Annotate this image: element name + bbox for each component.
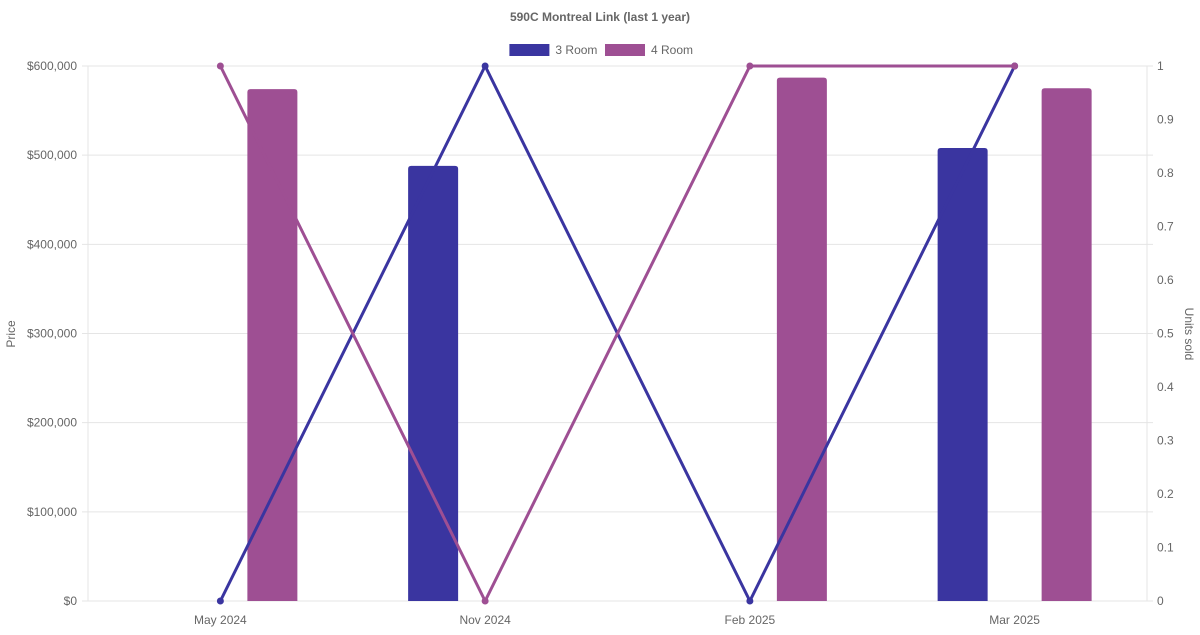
y-left-tick-label: $0 (64, 594, 78, 608)
y-right-tick-label: 0.2 (1157, 487, 1174, 501)
y-left-tick-label: $400,000 (27, 237, 77, 251)
legend-label: 4 Room (651, 43, 693, 57)
y-left-tick-label: $300,000 (27, 327, 77, 341)
bar-4-room (1041, 88, 1092, 601)
point-3-room (481, 62, 489, 70)
y-right-tick-label: 0 (1157, 594, 1164, 608)
point-4-room (481, 597, 489, 605)
bar-4-room (776, 77, 827, 601)
point-4-room (216, 62, 224, 70)
x-tick-label: Mar 2025 (989, 613, 1040, 627)
x-tick-label: Nov 2024 (459, 613, 511, 627)
y-right-tick-label: 0.3 (1157, 434, 1174, 448)
bar-3-room (937, 148, 988, 602)
y-right-axis-title: Units sold (1182, 308, 1196, 361)
y-right-tick-label: 0.1 (1157, 541, 1174, 555)
y-right-tick-label: 0.5 (1157, 327, 1174, 341)
y-left-tick-label: $200,000 (27, 416, 77, 430)
point-4-room (1011, 62, 1019, 70)
point-4-room (746, 62, 754, 70)
y-left-tick-label: $500,000 (27, 148, 77, 162)
bar-4-room (247, 89, 298, 601)
x-tick-label: May 2024 (194, 613, 247, 627)
legend-swatch (605, 44, 645, 56)
y-right-tick-label: 0.9 (1157, 113, 1174, 127)
chart-title: 590C Montreal Link (last 1 year) (510, 10, 690, 24)
y-left-tick-label: $100,000 (27, 505, 77, 519)
y-left-tick-label: $600,000 (27, 59, 77, 73)
bar-3-room (408, 165, 459, 601)
legend-swatch (509, 44, 550, 56)
point-3-room (216, 597, 224, 605)
point-3-room (746, 597, 754, 605)
y-right-tick-label: 0.6 (1157, 273, 1174, 287)
y-right-tick-label: 0.4 (1157, 380, 1174, 394)
x-tick-label: Feb 2025 (725, 613, 776, 627)
y-right-tick-label: 1 (1157, 59, 1164, 73)
y-right-tick-label: 0.8 (1157, 166, 1174, 180)
line-4-room-units-sold (219, 64, 1015, 605)
legend-label: 3 Room (555, 43, 597, 57)
y-left-axis-title: Price (4, 320, 18, 348)
y-right-tick-label: 0.7 (1157, 220, 1174, 234)
